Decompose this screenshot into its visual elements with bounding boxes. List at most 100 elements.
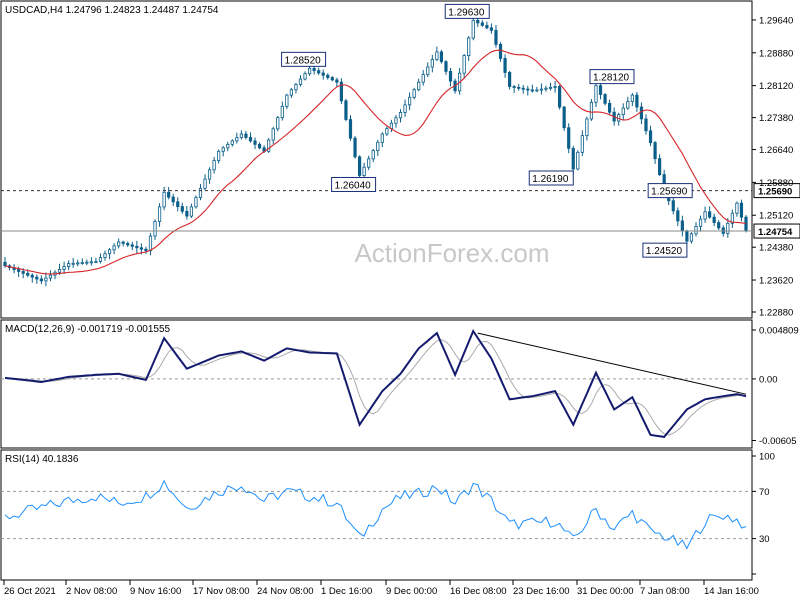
rsi-title: RSI(14) 40.1836 bbox=[5, 454, 79, 465]
candle-body bbox=[107, 249, 112, 255]
macd-trendline bbox=[477, 332, 747, 395]
candle-body bbox=[167, 191, 171, 198]
candle-body bbox=[471, 19, 475, 39]
candle-body bbox=[171, 196, 175, 203]
candle-body bbox=[76, 262, 80, 265]
annotation-label: 1.26040 bbox=[335, 180, 372, 191]
candle-body bbox=[348, 119, 353, 139]
candle-body bbox=[162, 191, 166, 208]
candle-body bbox=[407, 96, 412, 106]
candle-body bbox=[103, 253, 107, 258]
candle-body bbox=[39, 278, 43, 282]
macd-ytick-label: 0.00 bbox=[759, 374, 778, 385]
panel-titles: USDCAD,H4 1.24796 1.24823 1.24487 1.2475… bbox=[5, 5, 219, 465]
candle-body bbox=[317, 70, 321, 74]
xtick-label: 17 Nov 08:00 bbox=[193, 586, 250, 597]
level-price-box bbox=[753, 183, 800, 199]
macd-ytick-label: -0.00605 bbox=[759, 436, 797, 447]
candle-body bbox=[271, 128, 275, 141]
candle-body bbox=[567, 127, 571, 149]
rsi-frame bbox=[0, 449, 753, 581]
main-ytick-label: 1.22880 bbox=[759, 308, 793, 319]
candle-body bbox=[539, 88, 544, 91]
main-frame bbox=[0, 0, 753, 319]
candle-body bbox=[62, 266, 66, 270]
candle-body bbox=[476, 19, 480, 24]
candle-body bbox=[498, 43, 503, 59]
candle-body bbox=[248, 137, 253, 142]
candle-body bbox=[194, 197, 198, 208]
main-ytick-label: 1.25120 bbox=[759, 211, 793, 222]
candle-body bbox=[435, 51, 439, 60]
candle-body bbox=[157, 206, 162, 222]
candle-body bbox=[94, 261, 98, 263]
candle-body bbox=[544, 87, 548, 90]
candle-body bbox=[226, 143, 230, 149]
annotation-label: 1.28120 bbox=[593, 73, 630, 84]
candle-body bbox=[658, 158, 662, 176]
macd-ytick-label: 0.004809 bbox=[759, 325, 799, 336]
x-axis: 26 Oct 2021 2 Nov 08:00 9 Nov 16:00 17 Nov … bbox=[3, 580, 759, 597]
annotation-box bbox=[331, 176, 377, 192]
xtick-label: 1 Dec 16:00 bbox=[321, 586, 372, 597]
last-price-box bbox=[753, 223, 800, 239]
candle-body bbox=[244, 133, 248, 138]
candle-body bbox=[698, 218, 703, 227]
xtick-label: 26 Oct 2021 bbox=[4, 586, 56, 597]
annotation-label: 1.28520 bbox=[285, 55, 322, 66]
candle-body bbox=[530, 89, 534, 92]
macd-title: MACD(12,26,9) -0.001719 -0.001555 bbox=[5, 324, 171, 335]
candle-body bbox=[717, 222, 721, 229]
y-axes: 1.29640 1.28880 1.28120 1.27380 1.26640 1.258… bbox=[752, 15, 799, 575]
xtick-label: 2 Nov 08:00 bbox=[66, 586, 117, 597]
candle-body bbox=[676, 210, 680, 222]
candle-body bbox=[176, 201, 180, 207]
annotation-box bbox=[444, 3, 490, 19]
candle-body bbox=[494, 29, 498, 45]
candle-body bbox=[603, 94, 607, 104]
candle-body bbox=[85, 261, 89, 264]
xtick-label: 24 Nov 08:00 bbox=[257, 586, 314, 597]
moving-average-line bbox=[4, 49, 747, 275]
gridlines bbox=[1, 378, 752, 540]
candle-body bbox=[80, 262, 84, 264]
candle-body bbox=[289, 89, 293, 96]
main-ytick-label: 1.28120 bbox=[759, 81, 793, 92]
candle-body bbox=[558, 86, 562, 108]
main-ytick-label: 1.27380 bbox=[759, 113, 793, 124]
candle-body bbox=[139, 247, 143, 250]
candle-body bbox=[230, 140, 234, 145]
candle-body bbox=[321, 72, 325, 76]
macd-signal-line bbox=[4, 339, 746, 436]
candle-body bbox=[426, 66, 430, 76]
candle-body bbox=[485, 24, 489, 29]
main-ytick-label: 1.25880 bbox=[759, 178, 793, 189]
candle-body bbox=[535, 89, 539, 92]
xtick-label: 14 Jan 16:00 bbox=[704, 586, 759, 597]
candle-body bbox=[685, 230, 689, 242]
watermark-layer: ActionForex.com bbox=[354, 238, 549, 268]
candle-body bbox=[371, 150, 375, 160]
candle-body bbox=[376, 141, 380, 152]
candle-body bbox=[489, 27, 494, 31]
macd-plot bbox=[4, 328, 747, 438]
candle-body bbox=[726, 222, 730, 234]
candle-body bbox=[280, 105, 284, 118]
candle-body bbox=[503, 58, 507, 73]
candle-body bbox=[253, 140, 257, 145]
candle-body bbox=[580, 135, 584, 153]
rsi-ytick-label: 70 bbox=[759, 487, 770, 498]
candle-body bbox=[589, 101, 594, 120]
candle-body bbox=[462, 55, 466, 74]
candle-body bbox=[412, 89, 416, 98]
last-price-label: 1.24754 bbox=[758, 227, 793, 238]
candle-body bbox=[521, 87, 525, 90]
candle-body bbox=[548, 86, 553, 89]
candle-body bbox=[467, 37, 471, 57]
macd-frame bbox=[0, 319, 753, 449]
annotation-label: 1.29630 bbox=[448, 7, 485, 18]
candle-body bbox=[26, 272, 30, 276]
candle-body bbox=[385, 128, 389, 135]
candle-body bbox=[398, 112, 403, 119]
candle-body bbox=[608, 102, 612, 113]
